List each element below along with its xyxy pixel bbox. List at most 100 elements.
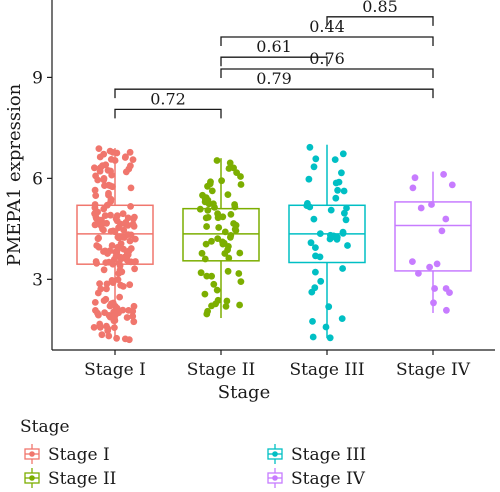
legend: Stage Stage I Stage II Stage III Stage IV bbox=[20, 417, 366, 489]
data-point bbox=[120, 226, 128, 234]
data-point bbox=[340, 187, 348, 195]
data-point bbox=[312, 244, 319, 252]
data-point bbox=[231, 203, 239, 211]
data-point bbox=[96, 167, 104, 175]
legend-item-stage-i: Stage I bbox=[24, 444, 110, 465]
data-point bbox=[225, 165, 233, 172]
data-point bbox=[122, 168, 130, 176]
data-point bbox=[226, 159, 234, 167]
data-point bbox=[332, 194, 340, 202]
data-point bbox=[310, 215, 318, 223]
data-point bbox=[100, 266, 108, 274]
chart-marks bbox=[76, 143, 472, 344]
data-point bbox=[106, 182, 114, 190]
data-point bbox=[111, 324, 118, 331]
data-point bbox=[105, 189, 112, 197]
data-point bbox=[208, 272, 216, 280]
data-point bbox=[409, 258, 416, 265]
data-point bbox=[237, 181, 245, 188]
legend-item-stage-ii: Stage II bbox=[24, 468, 116, 489]
data-point bbox=[91, 299, 99, 306]
data-point bbox=[127, 203, 134, 210]
data-point bbox=[231, 225, 239, 233]
data-point bbox=[325, 303, 333, 311]
comparison-bracket: 0.44 bbox=[220, 17, 434, 47]
box bbox=[394, 201, 472, 272]
data-point bbox=[198, 249, 206, 257]
legend-label: Stage III bbox=[291, 445, 366, 465]
legend-item-stage-iii: Stage III bbox=[267, 444, 366, 465]
data-point bbox=[307, 239, 315, 247]
data-point bbox=[119, 210, 127, 218]
data-point bbox=[117, 220, 124, 228]
data-point bbox=[204, 307, 212, 315]
bracket-line bbox=[114, 108, 222, 119]
data-point bbox=[101, 309, 108, 316]
data-point bbox=[237, 173, 244, 180]
data-point bbox=[126, 237, 134, 245]
data-point bbox=[201, 196, 209, 204]
legend-label: Stage I bbox=[48, 445, 110, 465]
box-group-stage-i bbox=[76, 145, 154, 344]
data-point bbox=[309, 333, 317, 341]
data-point bbox=[91, 186, 99, 194]
data-point bbox=[332, 179, 340, 187]
data-point bbox=[127, 184, 135, 192]
bracket-line bbox=[220, 68, 434, 78]
data-point bbox=[101, 212, 109, 220]
p-value-label: 0.61 bbox=[256, 37, 292, 56]
data-point bbox=[124, 222, 132, 229]
box-group-stage-iii bbox=[288, 143, 366, 342]
data-point bbox=[103, 280, 111, 288]
data-point bbox=[204, 207, 212, 214]
data-point bbox=[221, 228, 229, 236]
data-point bbox=[204, 182, 211, 190]
data-point bbox=[112, 215, 120, 223]
data-point bbox=[108, 242, 116, 249]
data-point bbox=[312, 268, 319, 276]
data-point bbox=[327, 206, 335, 214]
data-point bbox=[327, 231, 334, 239]
data-point bbox=[339, 265, 346, 272]
data-point bbox=[131, 235, 139, 243]
data-point bbox=[316, 230, 324, 238]
x-tick-label: Stage I bbox=[84, 360, 146, 380]
data-point bbox=[331, 156, 339, 164]
p-value-label: 0.72 bbox=[150, 89, 186, 108]
y-tick-label: 9 bbox=[32, 68, 43, 88]
data-point bbox=[235, 270, 243, 277]
data-point bbox=[113, 247, 121, 255]
y-axis-title: PMEPA1 expression bbox=[4, 83, 25, 266]
axes: Stage PMEPA1 expression 3 6 9 Stage I Stage … bbox=[4, 0, 495, 403]
data-point bbox=[99, 162, 106, 170]
data-point bbox=[213, 157, 221, 164]
data-point bbox=[227, 211, 235, 218]
data-point bbox=[224, 191, 232, 199]
legend-key-point bbox=[29, 451, 35, 457]
data-point bbox=[103, 219, 110, 227]
comparison-bracket: 0.72 bbox=[114, 89, 222, 119]
data-point bbox=[417, 204, 425, 212]
legend-title: Stage bbox=[20, 417, 70, 437]
data-point bbox=[129, 156, 137, 164]
data-point bbox=[103, 201, 111, 209]
data-point bbox=[131, 258, 139, 266]
data-point bbox=[94, 235, 102, 243]
data-point bbox=[312, 252, 319, 260]
data-point bbox=[129, 307, 137, 315]
data-point bbox=[339, 150, 347, 158]
bracket-line bbox=[114, 88, 434, 99]
data-point bbox=[208, 302, 215, 310]
data-point bbox=[114, 276, 122, 283]
x-tick-label: Stage II bbox=[187, 360, 255, 380]
data-point bbox=[114, 233, 122, 241]
data-point bbox=[411, 174, 419, 182]
data-point bbox=[111, 315, 118, 323]
p-value-label: 0.44 bbox=[309, 17, 345, 36]
data-point bbox=[225, 254, 233, 262]
data-point bbox=[196, 205, 204, 213]
data-point bbox=[202, 240, 210, 248]
data-point bbox=[409, 184, 417, 192]
data-point bbox=[219, 240, 227, 248]
data-point bbox=[109, 227, 117, 235]
